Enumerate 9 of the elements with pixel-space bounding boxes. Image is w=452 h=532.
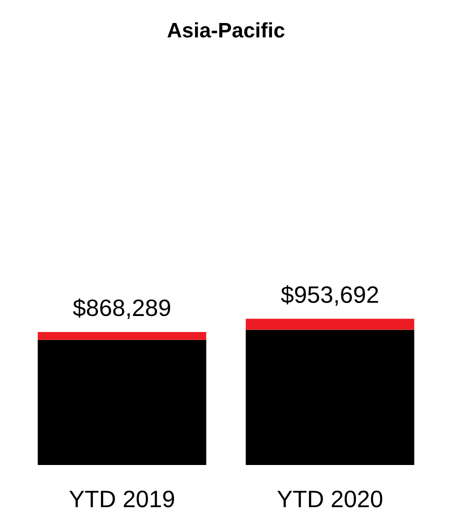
x-tick-label: YTD 2019 (69, 490, 174, 508)
bar (38, 332, 206, 340)
bar (246, 330, 414, 465)
bar (246, 318, 414, 330)
annotation: $953,692 (281, 285, 378, 306)
chart-title: Asia-Pacific (167, 22, 284, 38)
x-tick-label: YTD 2020 (277, 490, 382, 508)
bar (38, 340, 206, 465)
annotation: $868,289 (73, 298, 170, 319)
